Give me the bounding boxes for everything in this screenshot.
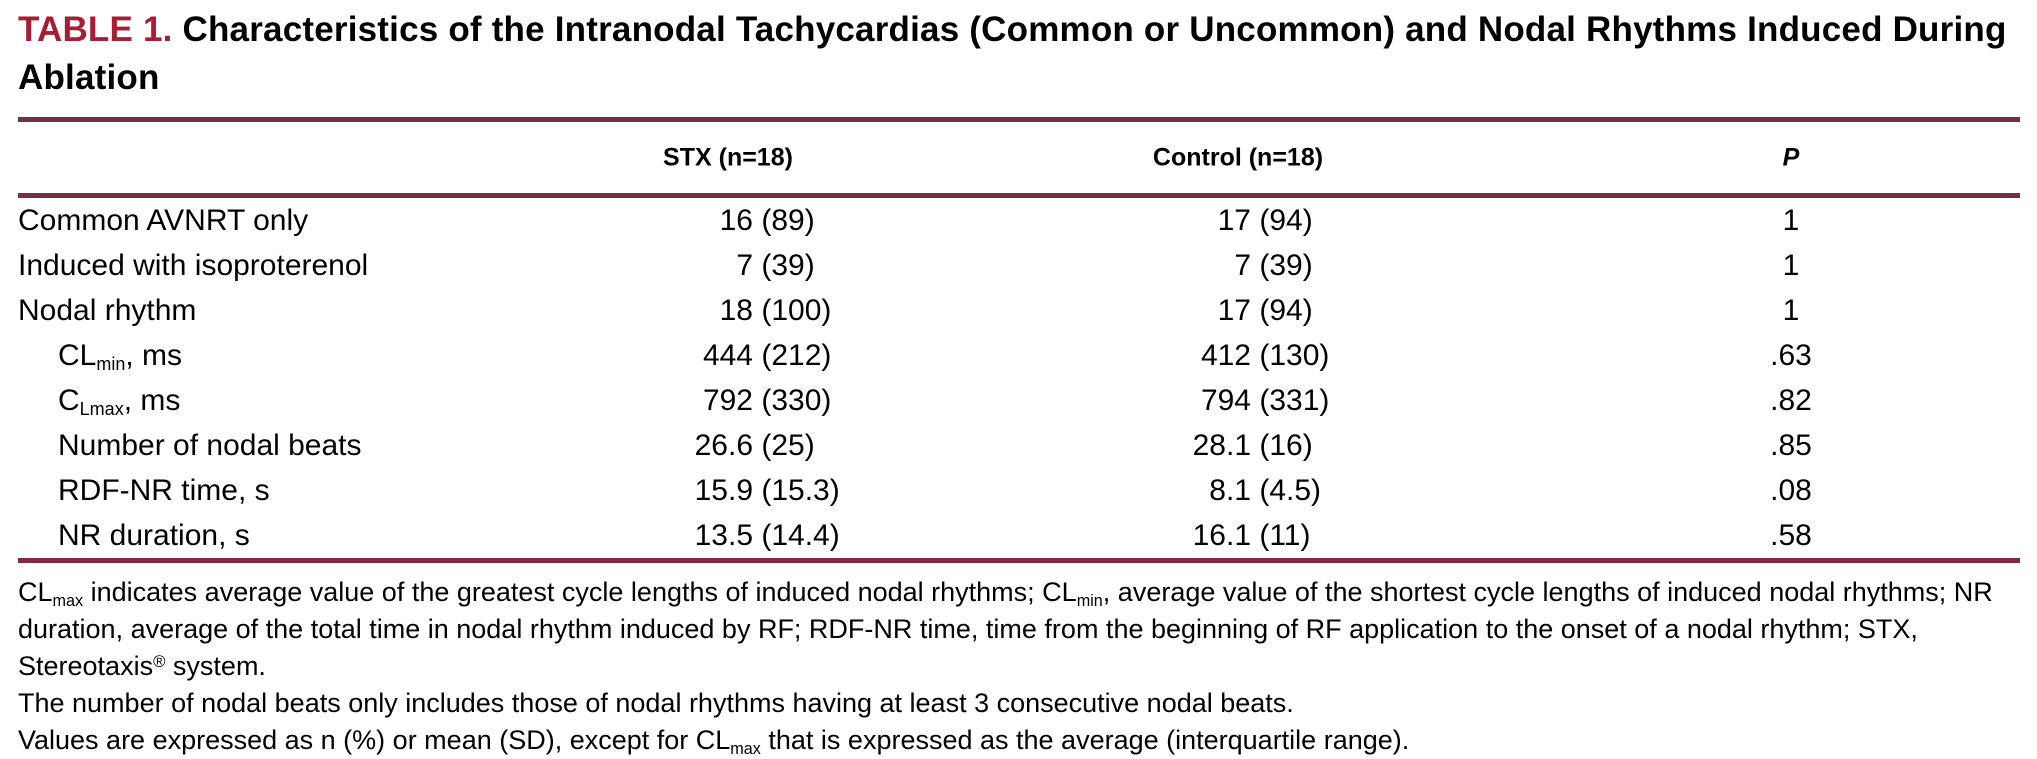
- stx-value-paren: (15.3): [761, 473, 840, 507]
- control-value-paren: (130): [1259, 338, 1330, 372]
- table-rule-top: [18, 117, 2020, 122]
- table-row: Induced with isoproterenol 7 (39) 7 (39)…: [18, 243, 2020, 288]
- p-value: .63: [1770, 338, 1812, 372]
- stx-value: 18 (100): [608, 294, 1108, 328]
- control-value-number: 794: [1200, 383, 1251, 417]
- p-value: 1: [1782, 203, 1800, 237]
- table-header-row: STX (n=18) Control (n=18) P: [18, 122, 2020, 193]
- row-label: Common AVNRT only: [18, 203, 309, 237]
- footnote: The number of nodal beats only includes …: [18, 688, 1294, 718]
- control-value: 8.1 (4.5): [1108, 474, 1608, 508]
- stx-value: 444 (212): [608, 339, 1108, 373]
- stx-value-paren: (39): [761, 248, 815, 282]
- control-value-paren: (331): [1259, 383, 1330, 417]
- control-value: 17 (94): [1108, 204, 1608, 238]
- control-value-number: 28.1: [1192, 428, 1251, 462]
- footnote: Values are expressed as n (%) or mean (S…: [18, 725, 1410, 758]
- stx-value: 7 (39): [608, 249, 1108, 283]
- control-value-number: 412: [1200, 338, 1251, 372]
- stx-value-number: 13.5: [694, 518, 753, 552]
- control-value-paren: (94): [1259, 293, 1313, 327]
- row-label: Induced with isoproterenol: [18, 248, 369, 282]
- table-row: Nodal rhythm 18 (100) 17 (94) 1: [18, 288, 2020, 333]
- stx-value: 15.9 (15.3): [608, 474, 1108, 508]
- stx-value-number: 16: [719, 203, 753, 237]
- control-value-paren: (94): [1259, 203, 1313, 237]
- stx-value-paren: (25): [761, 428, 815, 462]
- control-value: 28.1 (16): [1108, 429, 1608, 463]
- control-value: 412 (130): [1108, 339, 1608, 373]
- table-number-label: TABLE 1.: [18, 10, 173, 49]
- stx-value-paren: (100): [761, 293, 832, 327]
- row-label: Number of nodal beats: [58, 428, 362, 462]
- stx-value-number: 792: [702, 383, 753, 417]
- stx-value: 26.6 (25): [608, 429, 1108, 463]
- table-body: Common AVNRT only 16 (89) 17 (94) 1 Indu…: [18, 198, 2020, 558]
- stx-value-paren: (89): [761, 203, 815, 237]
- table-row: CLmin, ms 444 (212) 412 (130) .63: [18, 333, 2020, 378]
- stx-value-number: 18: [719, 293, 753, 327]
- footnotes: CLmax indicates average value of the gre…: [18, 574, 2020, 759]
- control-value-number: 17: [1217, 203, 1251, 237]
- control-value-paren: (16): [1259, 428, 1313, 462]
- stx-value-paren: (330): [761, 383, 832, 417]
- row-label: CLmax, ms: [58, 383, 181, 419]
- control-value-number: 17: [1217, 293, 1251, 327]
- table-rule-bottom: [18, 558, 2020, 563]
- column-header-control: Control (n=18): [1152, 143, 1324, 171]
- column-header-stx: STX (n=18): [663, 143, 793, 171]
- stx-value-number: 26.6: [694, 428, 753, 462]
- row-label: NR duration, s: [58, 518, 250, 552]
- control-value-number: 7: [1234, 248, 1251, 282]
- control-value: 794 (331): [1108, 384, 1608, 418]
- table-row: NR duration, s 13.5 (14.4) 16.1 (11) .58: [18, 513, 2020, 558]
- table-title: TABLE 1. Characteristics of the Intranod…: [18, 6, 2020, 102]
- stx-value: 792 (330): [608, 384, 1108, 418]
- stx-value: 16 (89): [608, 204, 1108, 238]
- footnote: CLmax indicates average value of the gre…: [18, 577, 1993, 681]
- stx-value-number: 7: [736, 248, 753, 282]
- control-value: 16.1 (11): [1108, 519, 1608, 553]
- p-value: .58: [1770, 518, 1812, 552]
- control-value: 7 (39): [1108, 249, 1608, 283]
- row-label: Nodal rhythm: [18, 293, 197, 327]
- table-title-text: Characteristics of the Intranodal Tachyc…: [18, 10, 2007, 97]
- control-value-number: 16.1: [1192, 518, 1251, 552]
- table-row: Number of nodal beats 26.6 (25) 28.1 (16…: [18, 423, 2020, 468]
- table-rule-header: [18, 193, 2020, 198]
- stx-value-paren: (14.4): [761, 518, 840, 552]
- table-row: RDF-NR time, s 15.9 (15.3) 8.1 (4.5) .08: [18, 468, 2020, 513]
- p-value: 1: [1782, 293, 1800, 327]
- stx-value: 13.5 (14.4): [608, 519, 1108, 553]
- stx-value-paren: (212): [761, 338, 832, 372]
- control-value-paren: (4.5): [1259, 473, 1322, 507]
- p-value: 1: [1782, 248, 1800, 282]
- row-label: RDF-NR time, s: [58, 473, 270, 507]
- control-value-number: 8.1: [1209, 473, 1251, 507]
- p-value: .82: [1770, 383, 1812, 417]
- table-row: CLmax, ms 792 (330) 794 (331) .82: [18, 378, 2020, 423]
- control-value-paren: (11): [1259, 518, 1311, 552]
- row-label: CLmin, ms: [58, 338, 183, 374]
- control-value-paren: (39): [1259, 248, 1313, 282]
- table-row: Common AVNRT only 16 (89) 17 (94) 1: [18, 198, 2020, 243]
- p-value: .08: [1770, 473, 1812, 507]
- p-value: .85: [1770, 428, 1812, 462]
- control-value: 17 (94): [1108, 294, 1608, 328]
- stx-value-number: 444: [702, 338, 753, 372]
- column-header-p: P: [1782, 143, 1800, 171]
- stx-value-number: 15.9: [694, 473, 753, 507]
